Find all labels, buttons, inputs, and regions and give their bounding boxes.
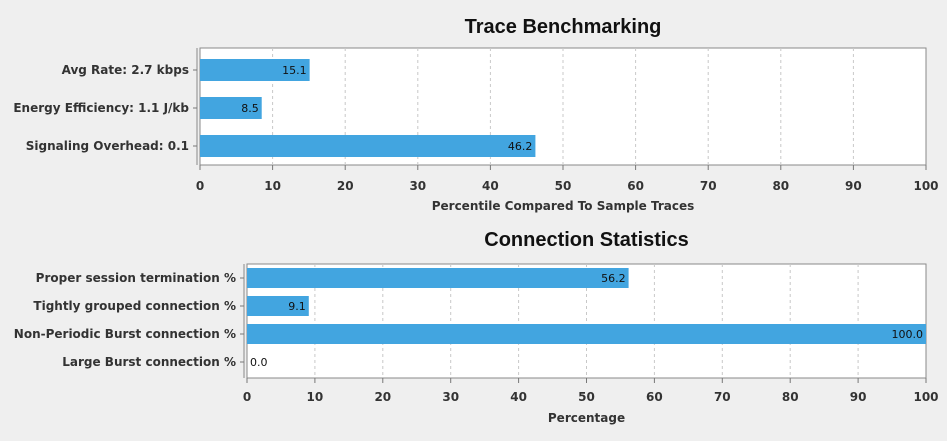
category-label: Tightly grouped connection % <box>33 299 236 313</box>
category-label: Proper session termination % <box>36 271 236 285</box>
bar <box>247 324 926 344</box>
bar-value-label: 100.0 <box>892 328 924 341</box>
bar-value-label: 9.1 <box>288 300 306 313</box>
x-axis-label: Percentile Compared To Sample Traces <box>432 199 695 213</box>
x-tick-label: 50 <box>555 179 572 193</box>
x-tick-label: 60 <box>627 179 644 193</box>
category-label: Avg Rate: 2.7 kbps <box>62 63 189 77</box>
bar <box>247 268 629 288</box>
bar <box>200 135 536 157</box>
category-label: Non-Periodic Burst connection % <box>14 327 236 341</box>
chart-trace-benchmarking: Trace Benchmarking 0 10 20 30 40 50 60 70 80 90 100… <box>13 16 938 213</box>
bar-value-label: 46.2 <box>508 140 533 153</box>
x-tick-label: 20 <box>374 390 391 404</box>
x-tick-label: 90 <box>845 179 862 193</box>
bar-value-label: 15.1 <box>282 64 307 77</box>
x-tick-label: 70 <box>700 179 717 193</box>
x-tick-label: 40 <box>510 390 527 404</box>
x-tick-label: 70 <box>714 390 731 404</box>
chart-title: Trace Benchmarking <box>465 16 662 38</box>
chart-connection-statistics: Connection Statistics 0 10 20 30 40 50 60 70 80 90… <box>14 229 939 425</box>
x-tick-label: 10 <box>264 179 281 193</box>
x-tick-label: 0 <box>196 179 204 193</box>
category-label: Energy Efficiency: 1.1 J/kb <box>13 101 189 115</box>
x-tick-label: 100 <box>913 390 938 404</box>
chart-title: Connection Statistics <box>484 229 688 251</box>
x-axis-label: Percentage <box>548 411 625 425</box>
bar-value-label: 8.5 <box>241 102 259 115</box>
bar <box>200 59 310 81</box>
x-tick-label: 30 <box>409 179 426 193</box>
category-label: Signaling Overhead: 0.1 <box>26 139 189 153</box>
x-tick-label: 100 <box>913 179 938 193</box>
x-tick-label: 30 <box>442 390 459 404</box>
x-tick-label: 40 <box>482 179 499 193</box>
x-tick-label: 10 <box>307 390 324 404</box>
bar-value-label: 0.0 <box>250 356 268 369</box>
bar <box>200 97 262 119</box>
bar <box>247 296 309 316</box>
x-tick-label: 90 <box>850 390 867 404</box>
x-tick-label: 0 <box>243 390 251 404</box>
x-tick-label: 20 <box>337 179 354 193</box>
x-tick-label: 60 <box>646 390 663 404</box>
bar-value-label: 56.2 <box>601 272 626 285</box>
x-tick-label: 50 <box>578 390 595 404</box>
x-tick-label: 80 <box>772 179 789 193</box>
category-label: Large Burst connection % <box>62 355 236 369</box>
x-tick-label: 80 <box>782 390 799 404</box>
